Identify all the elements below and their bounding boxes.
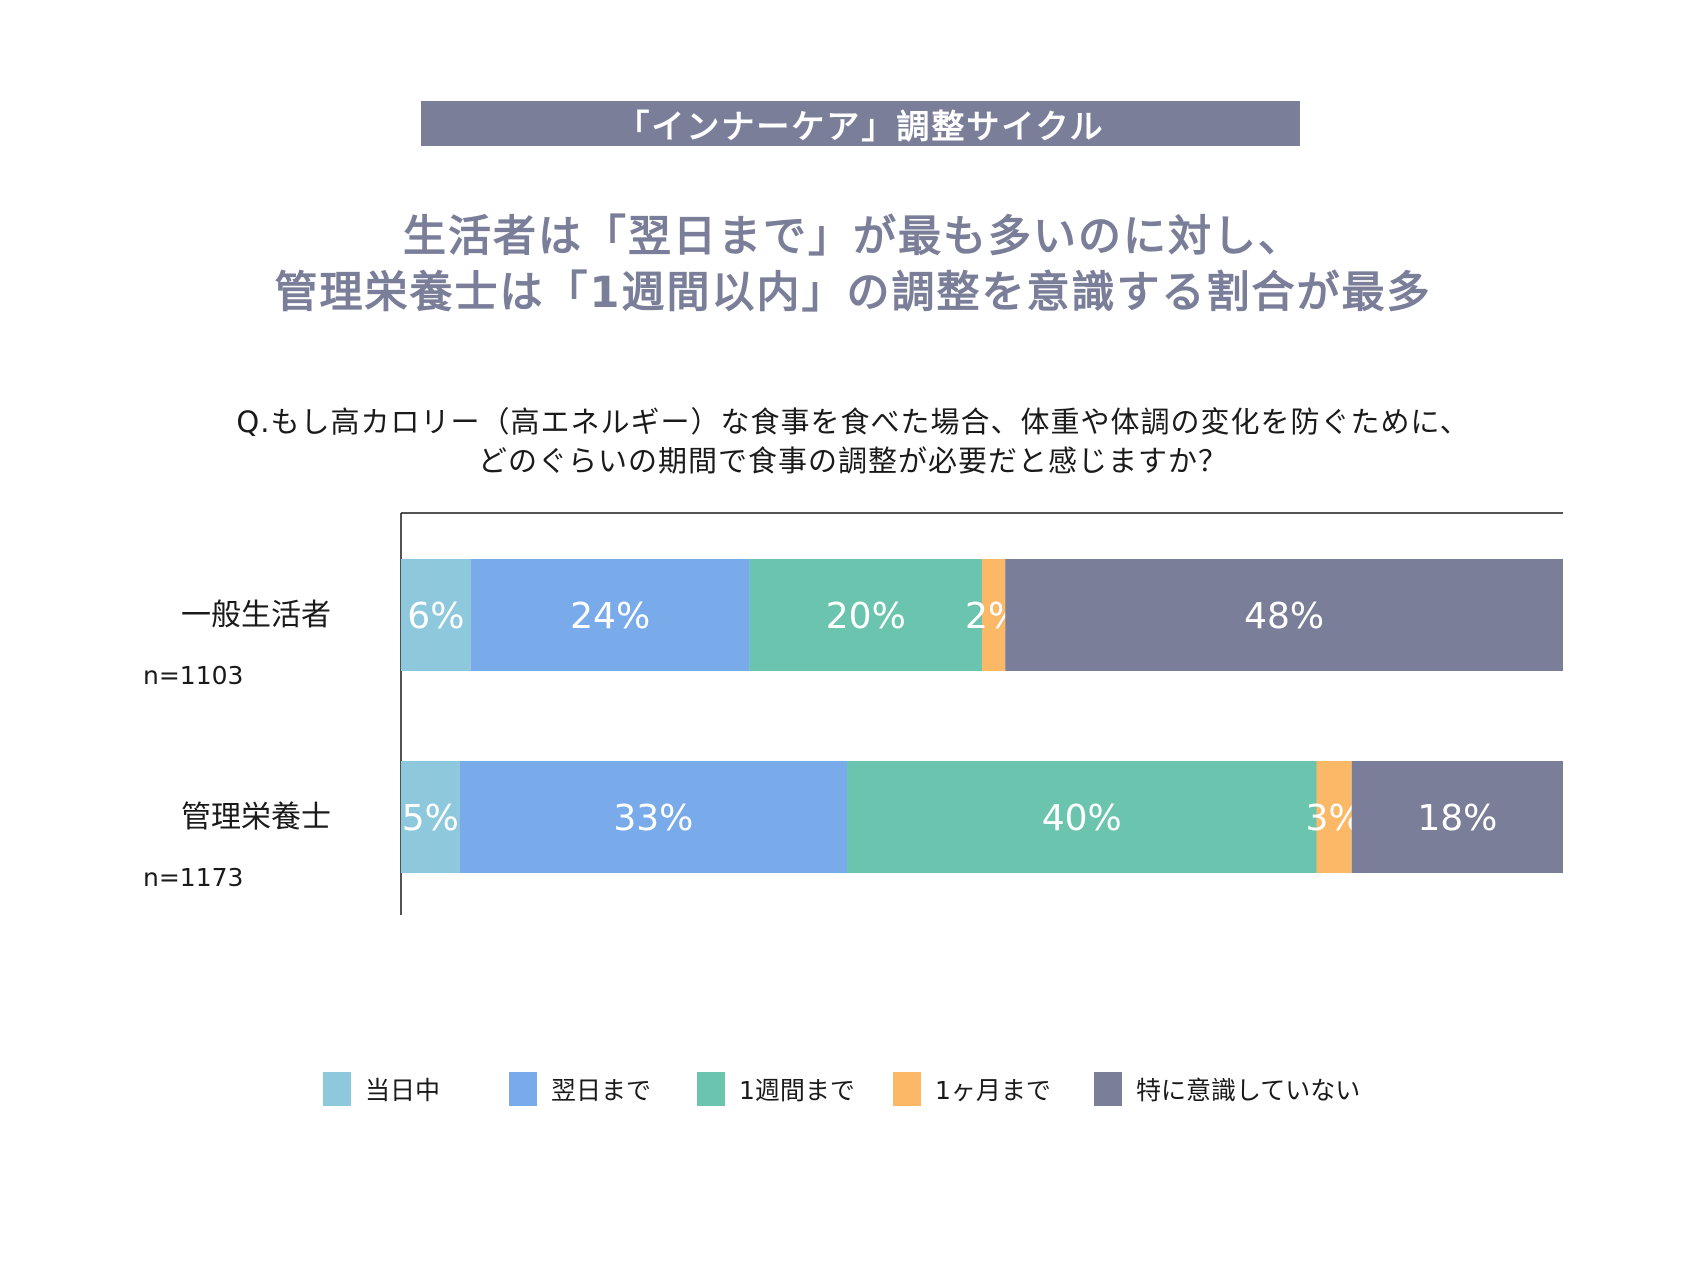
bar-segment-2-5	[1351, 761, 1563, 873]
bar-segment-2-4	[1316, 761, 1352, 873]
legend-label-4: 1ヶ月まで	[935, 1076, 1051, 1105]
legend-label-5: 特に意識していない	[1136, 1076, 1360, 1105]
bar-value-label-2-1: 5%	[402, 798, 459, 839]
legend-item-1: 当日中	[323, 1072, 440, 1106]
legend-item-3: 1週間まで	[697, 1072, 855, 1106]
legend-item-4: 1ヶ月まで	[893, 1072, 1051, 1106]
legend-item-5: 特に意識していない	[1094, 1072, 1360, 1106]
sample-size-label-2: n=1173	[143, 863, 243, 892]
bar-value-label-1-5: 48%	[1244, 596, 1324, 637]
bar-segment-2-1	[401, 761, 460, 873]
question-line-2: どのぐらいの期間で食事の調整が必要だと感じますか？	[477, 444, 1228, 478]
bar-segment-1-3	[749, 559, 982, 671]
bar-segment-2-2	[459, 761, 848, 873]
bar-segment-1-4	[982, 559, 1006, 671]
chart-bars: 6% 24% 20% 2% 48%5% 33% 40% 3% 18%	[401, 559, 1563, 873]
bar-segment-1-5	[1005, 559, 1563, 671]
legend-swatch-4	[893, 1072, 921, 1106]
category-label-2: 管理栄養士	[181, 800, 331, 835]
chart-legend: 当日中 翌日まで 1週間まで 1ヶ月まで 特に意識していない	[323, 1072, 1360, 1106]
headline-line-2: 管理栄養士は「1週間以内」の調整を意識する割合が最多	[274, 268, 1432, 318]
bar-segment-1-2	[470, 559, 750, 671]
bar-value-label-1-3: 20%	[826, 596, 906, 637]
legend-swatch-5	[1094, 1072, 1122, 1106]
legend-label-3: 1週間まで	[739, 1076, 855, 1105]
legend-label-2: 翌日まで	[551, 1076, 651, 1105]
bar-value-label-2-5: 18%	[1417, 798, 1497, 839]
legend-label-1: 当日中	[365, 1076, 440, 1105]
legend-swatch-1	[323, 1072, 351, 1106]
chart-category-labels: 一般生活者 n=1103 管理栄養士 n=1173	[143, 598, 331, 892]
legend-swatch-2	[509, 1072, 537, 1106]
bar-value-label-1-1: 6%	[407, 596, 464, 637]
legend-item-2: 翌日まで	[509, 1072, 651, 1106]
legend-swatch-3	[697, 1072, 725, 1106]
bar-segment-1-1	[401, 559, 471, 671]
sample-size-label-1: n=1103	[143, 661, 243, 690]
category-label-1: 一般生活者	[181, 598, 331, 633]
question-line-1: Q.もし高カロリー（高エネルギー）な食事を食べた場合、体重や体調の変化を防ぐため…	[236, 405, 1470, 439]
bar-value-label-2-2: 33%	[613, 798, 693, 839]
headline-line-1: 生活者は「翌日まで」が最も多いのに対し、	[403, 212, 1303, 262]
bar-value-label-1-2: 24%	[570, 596, 650, 637]
banner: 「インナーケア」調整サイクル	[421, 101, 1300, 146]
bar-value-label-2-3: 40%	[1042, 798, 1122, 839]
bar-segment-2-3	[847, 761, 1317, 873]
